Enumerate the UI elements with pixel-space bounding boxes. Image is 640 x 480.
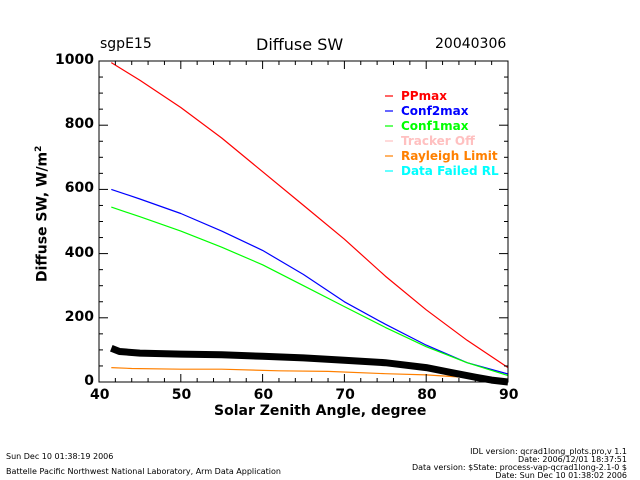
legend-label: PPmax xyxy=(401,89,447,103)
footer-idl-date: Date: 2006/12/01 18:37:51 xyxy=(518,455,627,464)
x-tick-label: 40 xyxy=(90,387,110,403)
y-tick-label: 600 xyxy=(64,180,94,197)
site-label: sgpE15 xyxy=(100,36,152,52)
y-axis-label-main: Diffuse SW, W/m xyxy=(34,151,51,282)
footer-organization: Battelle Pacific Northwest National Labo… xyxy=(6,467,281,476)
y-tick-label: 200 xyxy=(64,308,94,325)
legend-label: Tracker Off xyxy=(401,134,475,148)
footer-data-date: Date: Sun Dec 10 01:38:02 2006 xyxy=(495,471,627,480)
x-tick-label: 90 xyxy=(499,387,519,403)
legend-label: Data Failed RL xyxy=(401,164,499,178)
footer-timestamp: Sun Dec 10 01:38:19 2006 xyxy=(6,452,114,461)
footer-idl-version: IDL version: qcrad1long_plots.pro,v 1.1 xyxy=(470,447,627,456)
series-measured-diffuse xyxy=(110,345,509,386)
footer-data-version: Data version: $State: process-vap-qcrad1… xyxy=(411,463,627,472)
legend-label: Conf1max xyxy=(401,119,469,133)
y-tick-label: 0 xyxy=(84,373,94,389)
y-tick-label: 800 xyxy=(64,116,94,133)
legend-label: Conf2max xyxy=(401,104,469,118)
chart-title: Diffuse SW xyxy=(256,35,344,54)
date-label: 20040306 xyxy=(435,36,507,52)
y-tick-label: 400 xyxy=(64,244,94,261)
x-tick-label: 60 xyxy=(253,387,274,403)
series-conf1max xyxy=(111,206,509,377)
series-conf2max xyxy=(111,188,509,375)
y-tick-label: 1000 xyxy=(55,52,94,68)
x-tick-label: 70 xyxy=(335,387,355,403)
tick-layer xyxy=(98,60,509,383)
y-axis-label-sup: 2 xyxy=(34,145,44,152)
x-tick-label: 50 xyxy=(171,387,192,403)
legend-label: Rayleigh Limit xyxy=(401,149,498,163)
x-axis-label: Solar Zenith Angle, degree xyxy=(214,403,427,419)
series-ppmax xyxy=(110,62,509,369)
y-axis-label: Diffuse SW, W/m2 xyxy=(34,146,51,282)
x-tick-label: 80 xyxy=(417,387,437,403)
